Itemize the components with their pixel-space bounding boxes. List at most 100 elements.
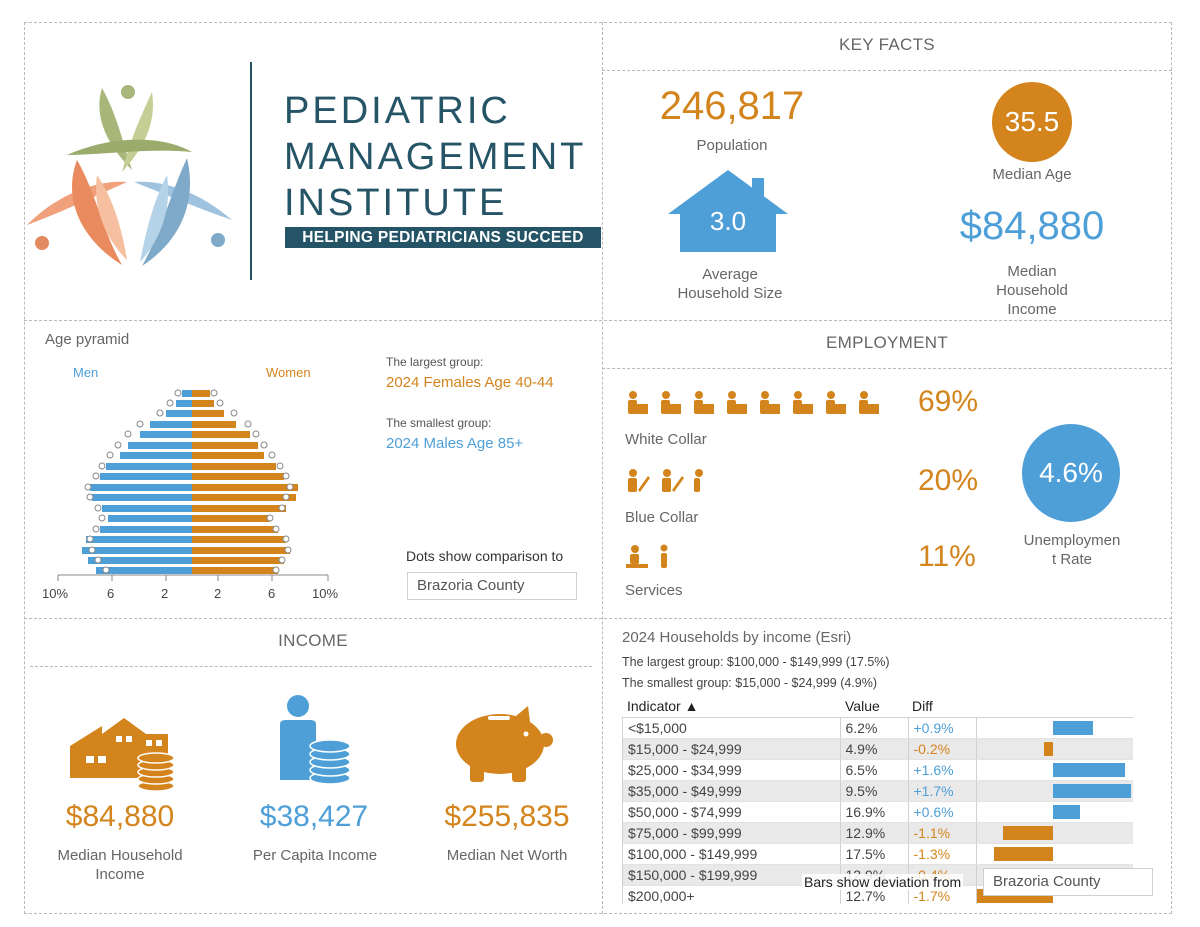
axis-tick-label: 10% — [42, 586, 69, 601]
pyramid-bar-women — [192, 567, 278, 574]
blue-collar-worker-icon — [628, 469, 703, 492]
row-diff: +1.6% — [908, 759, 977, 781]
row-indicator: $50,000 - $74,999 — [623, 801, 841, 823]
pyramid-bar-men — [182, 390, 192, 397]
pyramid-bar-men — [86, 536, 192, 543]
pyramid-comparison-caption: Dots show comparison to — [406, 548, 564, 564]
pyramid-bar-men — [96, 567, 192, 574]
deviation-bar — [1002, 826, 1053, 840]
row-deviation-bar — [976, 822, 1133, 844]
population-value: 246,817 — [659, 84, 805, 128]
row-value: 9.5% — [840, 780, 909, 802]
row-deviation-bar — [976, 801, 1133, 823]
table-row: $25,000 - $34,999 6.5% +1.6% — [623, 759, 1133, 781]
households-header-diff: Diff — [912, 698, 933, 714]
row-indicator: <$15,000 — [623, 718, 841, 739]
pyramid-bar-women — [192, 452, 264, 459]
household-size-value: 3.0 — [709, 206, 747, 236]
deviation-bar — [1052, 721, 1093, 735]
white-collar-worker-icon — [628, 391, 879, 414]
population-label: Population — [696, 137, 768, 154]
income-median-household-value: $84,880 — [65, 800, 175, 833]
pyramid-bar-women — [192, 431, 250, 438]
row-diff: -1.1% — [908, 822, 977, 844]
row-indicator: $25,000 - $34,999 — [623, 759, 841, 781]
pyramid-bar-women — [192, 410, 224, 417]
age-pyramid-chart — [40, 385, 350, 605]
row-diff: +0.6% — [908, 801, 977, 823]
income-title-divider — [30, 666, 592, 667]
row-diff: -1.7% — [908, 885, 977, 904]
pyramid-bar-men — [82, 547, 192, 554]
column-divider — [602, 22, 603, 914]
median-age-circle: 35.5 — [992, 82, 1072, 162]
pyramid-bar-women — [192, 557, 284, 564]
row-indicator: $35,000 - $49,999 — [623, 780, 841, 802]
pyramid-bar-women — [192, 484, 298, 491]
brand-divider — [250, 62, 252, 280]
table-row: $75,000 - $99,999 12.9% -1.1% — [623, 822, 1133, 844]
unemployment-circle: 4.6% — [1022, 424, 1120, 522]
household-size-label-2: Household Size — [677, 285, 783, 302]
bars-comparison-select[interactable]: Brazoria County — [983, 868, 1153, 896]
brand-name-line3: INSTITUTE — [284, 182, 508, 224]
age-pyramid-svg — [57, 389, 329, 581]
pyramid-bar-men — [90, 484, 192, 491]
smallest-group-caption: The smallest group: — [386, 416, 492, 430]
pyramid-bar-men — [150, 421, 192, 428]
house-coins-icon — [66, 706, 176, 792]
row-value: 17.5% — [840, 843, 909, 865]
services-label: Services — [625, 582, 683, 599]
median-income-value: $84,880 — [959, 204, 1105, 248]
deviation-bar — [1043, 742, 1053, 756]
income-net-worth-value: $255,835 — [444, 800, 570, 833]
pyramid-bar-men — [102, 505, 192, 512]
row-value: 12.7% — [840, 885, 909, 904]
households-header-value: Value — [845, 698, 880, 714]
row-indicator: $100,000 - $149,999 — [623, 843, 841, 865]
row-indicator: $150,000 - $199,999 — [623, 864, 841, 886]
households-title: 2024 Households by income (Esri) — [622, 629, 852, 646]
income-median-household-label-2: Income — [95, 866, 145, 883]
women-label: Women — [266, 365, 311, 380]
row-deviation-bar — [976, 738, 1133, 760]
unemployment-value: 4.6% — [1039, 457, 1103, 488]
row-diff: +1.7% — [908, 780, 977, 802]
key-facts-title: KEY FACTS — [839, 35, 935, 54]
pyramid-comparison-select[interactable]: Brazoria County — [407, 572, 577, 600]
row-indicator: $200,000+ — [623, 885, 841, 904]
row-divider-2 — [24, 618, 1172, 619]
men-label: Men — [73, 365, 99, 380]
axis-tick-label: 2 — [161, 586, 169, 601]
row-indicator: $15,000 - $24,999 — [623, 738, 841, 760]
row-deviation-bar — [976, 759, 1133, 781]
bars-comparison-caption: Bars show deviation from — [802, 874, 964, 890]
pyramid-bar-men — [88, 557, 192, 564]
income-median-household-label-1: Median Household — [57, 847, 183, 864]
income-title: INCOME — [278, 631, 348, 650]
households-header-indicator[interactable]: Indicator ▲ — [627, 698, 699, 714]
pyramid-bar-men — [140, 431, 192, 438]
blue-collar-icons — [626, 468, 716, 494]
table-row: $100,000 - $149,999 17.5% -1.3% — [623, 843, 1133, 865]
white-collar-pct: 69% — [918, 385, 979, 418]
employment-title: EMPLOYMENT — [825, 333, 949, 352]
row-deviation-bar — [976, 843, 1133, 865]
white-collar-icons — [626, 390, 896, 416]
dashboard-frame — [24, 22, 1172, 914]
households-smallest: The smallest group: $15,000 - $24,999 (4… — [622, 676, 878, 690]
households-table-body: <$15,000 6.2% +0.9% $15,000 - $24,999 4.… — [623, 718, 1133, 904]
pyramid-bar-women — [192, 442, 258, 449]
row-diff: +0.9% — [908, 718, 977, 739]
pyramid-bar-women — [192, 473, 284, 480]
bars-comparison-value: Brazoria County — [993, 873, 1101, 890]
employment-title-divider — [602, 368, 1172, 369]
brand-name-line2: MANAGEMENT — [284, 136, 587, 178]
row-value: 12.9% — [840, 822, 909, 844]
pyramid-bar-women — [192, 526, 278, 533]
age-pyramid-title: Age pyramid — [45, 331, 130, 348]
median-income-label-1: Median — [1007, 263, 1057, 280]
pyramid-bar-men — [108, 515, 192, 522]
axis-tick-label: 2 — [214, 586, 222, 601]
pyramid-bar-men — [100, 526, 192, 533]
